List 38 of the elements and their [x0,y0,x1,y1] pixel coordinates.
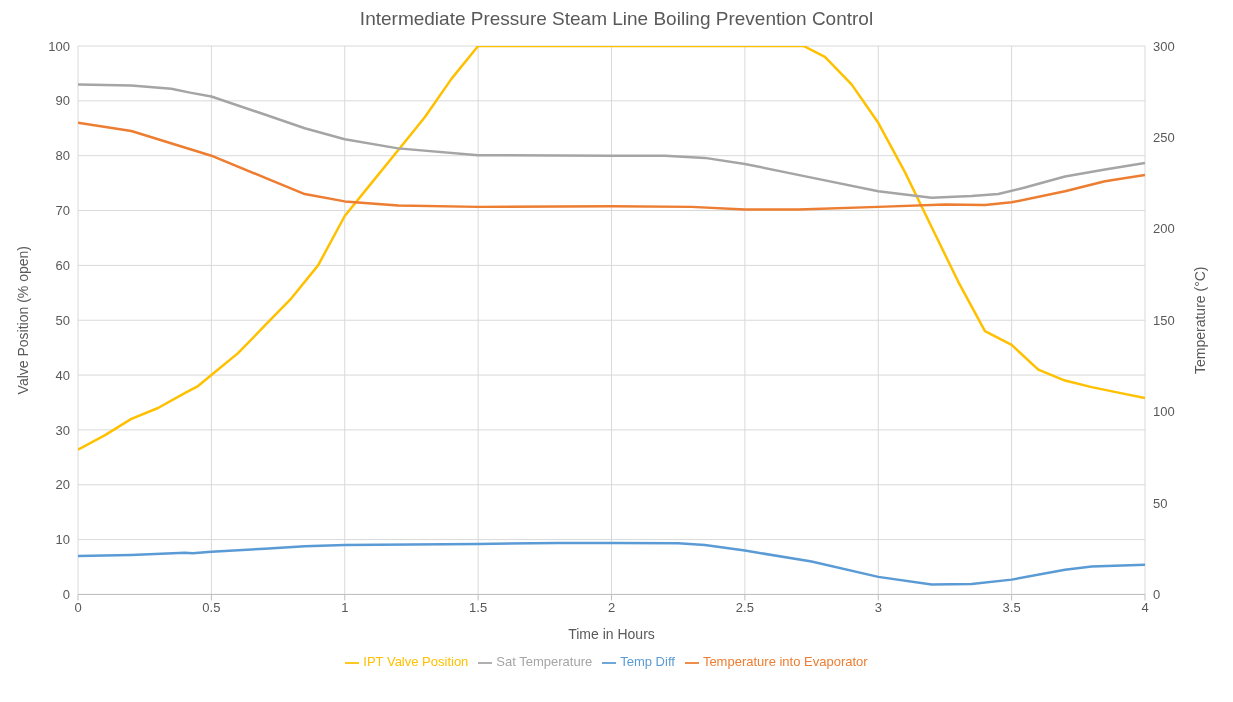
chart-title: Intermediate Pressure Steam Line Boiling Prevention Control [358,8,875,30]
y-tick-label: 80 [55,148,70,164]
y-tick-label: 60 [55,257,70,273]
y-axis-title: Valve Position (% open) [14,246,31,395]
y-tick-label: 20 [55,477,70,493]
y-tick-label: 100 [48,38,70,54]
y2-axis-title: Temperature (°C) [1191,266,1208,374]
y2-tick-label: 300 [1153,38,1175,54]
y-tick-label: 50 [55,312,70,328]
x-tick-label: 3 [874,599,882,615]
y-tick-label: 70 [55,203,70,219]
y-tick-label: 90 [55,93,70,109]
legend-label: Temperature into Evaporator [702,654,868,670]
x-tick-label: 2 [607,599,616,615]
line-series [78,121,1145,211]
x-tick-label: 1.5 [469,599,488,615]
y2-tick-label: 50 [1153,495,1168,511]
y2-tick-label: 100 [1153,404,1175,420]
y2-tick-label: 0 [1153,587,1161,603]
legend-label: Sat Temperature [496,654,593,670]
y2-tick-label: 200 [1153,221,1175,237]
y2-tick-label: 150 [1153,312,1175,328]
legend-label: IPT Valve Position [363,654,469,670]
y-tick-label: 0 [62,587,70,603]
y2-tick-label: 250 [1153,130,1175,146]
line-series [78,541,1145,586]
y-tick-label: 30 [55,422,70,438]
x-tick-label: 0.5 [202,599,221,615]
line-series [78,83,1145,199]
legend-label: Temp Diff [620,654,675,670]
x-tick-label: 3.5 [1002,599,1021,615]
x-axis-title: Time in Hours [568,626,655,643]
x-tick-label: 2.5 [735,599,754,615]
x-tick-label: 4 [1141,599,1149,615]
x-tick-label: 0 [74,599,82,615]
y-tick-label: 40 [55,367,70,383]
y-tick-label: 10 [55,532,70,548]
x-tick-label: 1 [341,599,349,615]
